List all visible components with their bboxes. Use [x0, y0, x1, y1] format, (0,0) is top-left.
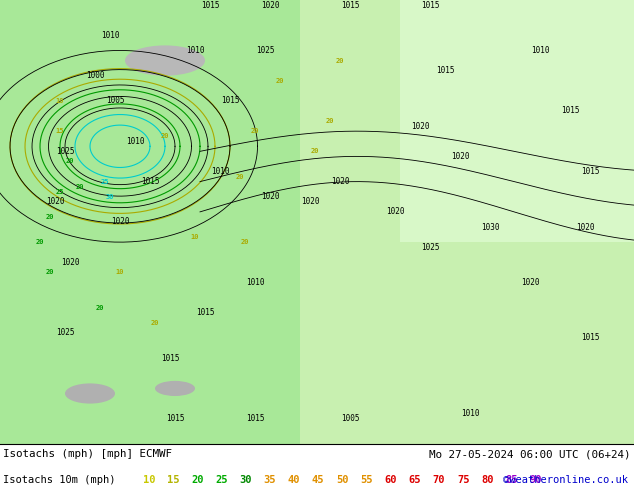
Text: 25: 25 [56, 189, 64, 195]
Text: 1015: 1015 [196, 308, 214, 318]
Text: 40: 40 [288, 475, 301, 485]
Text: Mo 27-05-2024 06:00 UTC (06+24): Mo 27-05-2024 06:00 UTC (06+24) [429, 449, 631, 459]
Text: 25: 25 [216, 475, 228, 485]
Text: 1015: 1015 [161, 354, 179, 363]
Text: 10: 10 [56, 98, 64, 104]
Text: 1020: 1020 [261, 0, 279, 9]
Text: 60: 60 [384, 475, 397, 485]
Text: 20: 20 [161, 133, 169, 139]
Text: 1000: 1000 [86, 71, 104, 80]
FancyBboxPatch shape [0, 0, 300, 444]
Text: 1015: 1015 [201, 0, 219, 9]
Text: 20: 20 [151, 320, 159, 326]
Text: 1025: 1025 [421, 243, 439, 252]
Text: 15: 15 [56, 128, 64, 134]
Text: 1020: 1020 [576, 222, 594, 231]
Text: 1020: 1020 [385, 207, 404, 217]
Text: 20: 20 [336, 57, 344, 64]
Text: 70: 70 [433, 475, 445, 485]
Text: 10: 10 [116, 270, 124, 275]
Text: 1020: 1020 [111, 218, 129, 226]
FancyBboxPatch shape [400, 0, 634, 242]
Text: 1010: 1010 [126, 137, 145, 146]
Text: 1025: 1025 [56, 328, 74, 338]
Text: 1020: 1020 [261, 192, 279, 201]
Text: 20: 20 [236, 173, 244, 179]
Text: 80: 80 [481, 475, 494, 485]
Text: 1015: 1015 [141, 177, 159, 186]
Text: 1015: 1015 [581, 334, 599, 343]
Text: 20: 20 [75, 184, 84, 190]
Text: 1015: 1015 [560, 106, 579, 116]
Text: Isotachs (mph) [mph] ECMWF: Isotachs (mph) [mph] ECMWF [3, 449, 172, 459]
Text: 45: 45 [312, 475, 325, 485]
Text: 65: 65 [409, 475, 421, 485]
Ellipse shape [125, 46, 205, 75]
Text: 20: 20 [241, 239, 249, 245]
Text: 25: 25 [101, 179, 109, 185]
Text: 1020: 1020 [46, 197, 64, 206]
Text: 20: 20 [191, 475, 204, 485]
Text: 15: 15 [167, 475, 179, 485]
Text: 1015: 1015 [581, 167, 599, 176]
Text: 10: 10 [143, 475, 155, 485]
Text: 20: 20 [46, 214, 55, 220]
Text: 1015: 1015 [421, 0, 439, 9]
Text: Isotachs 10m (mph): Isotachs 10m (mph) [3, 475, 115, 485]
Text: 55: 55 [360, 475, 373, 485]
Text: 1030: 1030 [481, 222, 499, 231]
Text: 1020: 1020 [301, 197, 320, 206]
Text: 1005: 1005 [106, 97, 124, 105]
Text: 20: 20 [311, 148, 320, 154]
Text: 1010: 1010 [101, 31, 119, 40]
Text: 1020: 1020 [451, 152, 469, 161]
Text: 1020: 1020 [61, 258, 79, 267]
Text: 90: 90 [529, 475, 542, 485]
Text: 1015: 1015 [436, 66, 454, 75]
Text: 1005: 1005 [340, 414, 359, 423]
Text: 1010: 1010 [246, 278, 264, 287]
Text: 20: 20 [326, 118, 334, 124]
Text: 30: 30 [240, 475, 252, 485]
Text: 20: 20 [36, 239, 44, 245]
Text: 1025: 1025 [56, 147, 74, 156]
Text: 35: 35 [264, 475, 276, 485]
Text: 1015: 1015 [246, 414, 264, 423]
Text: 1010: 1010 [186, 46, 204, 55]
Text: 1015: 1015 [165, 414, 184, 423]
Text: 1010: 1010 [461, 409, 479, 418]
Ellipse shape [155, 381, 195, 396]
FancyBboxPatch shape [300, 0, 634, 444]
Text: ©weatheronline.co.uk: ©weatheronline.co.uk [503, 475, 628, 485]
Text: 20: 20 [251, 128, 259, 134]
Text: 1010: 1010 [531, 46, 549, 55]
Text: 1010: 1010 [210, 167, 230, 176]
Text: 1015: 1015 [221, 97, 239, 105]
Text: 10: 10 [191, 234, 199, 240]
Text: 75: 75 [457, 475, 469, 485]
Text: 20: 20 [66, 158, 74, 165]
Text: 1015: 1015 [340, 0, 359, 9]
Text: 1020: 1020 [521, 278, 540, 287]
Text: 20: 20 [96, 305, 104, 311]
Ellipse shape [65, 383, 115, 404]
Text: 1025: 1025 [256, 46, 275, 55]
Text: 1020: 1020 [331, 177, 349, 186]
Text: 1020: 1020 [411, 122, 429, 131]
Text: 30: 30 [106, 194, 114, 200]
Text: 50: 50 [336, 475, 349, 485]
Text: 85: 85 [505, 475, 518, 485]
Text: 20: 20 [46, 270, 55, 275]
Text: 20: 20 [276, 78, 284, 84]
